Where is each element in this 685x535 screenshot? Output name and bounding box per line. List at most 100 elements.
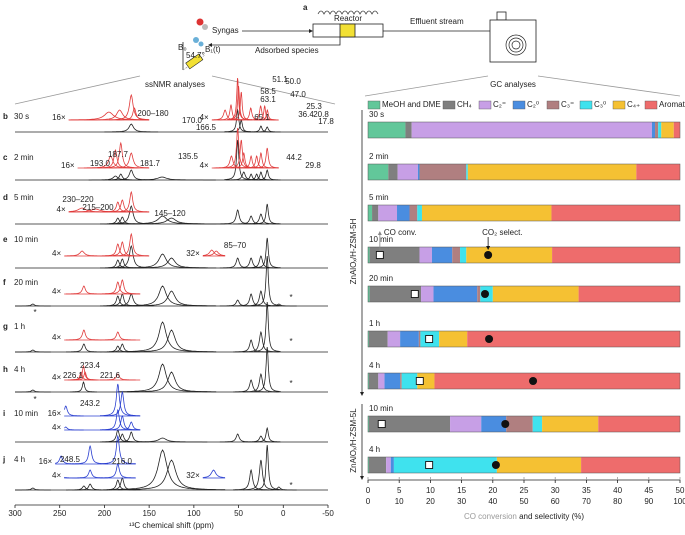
bar-segment — [368, 373, 379, 389]
conversion-marker — [377, 420, 386, 428]
bar-segment — [368, 373, 369, 389]
peak — [108, 449, 217, 490]
legend-swatch — [579, 100, 593, 110]
legend-swatch — [546, 100, 560, 110]
legend-label: CH₄ — [457, 100, 472, 109]
x-tick-label: 100 — [187, 509, 201, 518]
peak — [83, 109, 150, 121]
fan-line — [364, 75, 489, 97]
peak — [104, 415, 141, 431]
bar-segment — [481, 416, 507, 432]
x-tick-label: 100 — [673, 497, 685, 506]
bar-outline — [367, 285, 681, 303]
peak-label: 85–70 — [224, 241, 247, 250]
row-letter: e — [3, 235, 8, 244]
arrowhead — [486, 246, 491, 250]
category-label: 5 min — [369, 193, 389, 202]
peak — [15, 487, 51, 491]
magnification-label: 4× — [200, 161, 209, 170]
row-time: 1 h — [14, 322, 25, 331]
bar-segment — [401, 373, 418, 389]
peak — [64, 250, 109, 257]
peak — [202, 469, 225, 478]
bar-outline — [367, 330, 681, 348]
gc-injector — [496, 11, 507, 21]
magnification-label: 16× — [61, 161, 75, 170]
legend-swatch — [644, 100, 658, 110]
selectivity-marker — [481, 290, 489, 298]
bar-segment — [542, 416, 599, 432]
x2-tick-label: 0 — [366, 486, 371, 495]
category-label: 4 h — [369, 445, 380, 454]
peak — [202, 250, 225, 257]
peak-label: 221.6 — [100, 371, 121, 380]
x-tick-label: 50 — [234, 509, 243, 518]
category-label: 2 min — [369, 152, 389, 161]
peak — [126, 371, 217, 393]
peak-label: 181.7 — [140, 159, 161, 168]
peak — [243, 435, 279, 443]
x-tick-label: 150 — [142, 509, 156, 518]
peak — [126, 290, 217, 307]
row-letter: g — [3, 322, 8, 331]
x2-tick-label: 45 — [644, 486, 653, 495]
bar-outline — [367, 415, 681, 433]
row-time: 4 h — [14, 365, 25, 374]
magnification-label: 32× — [186, 249, 200, 258]
bar-segment — [397, 164, 418, 180]
legend-label: Aromatics — [659, 100, 685, 109]
peak — [117, 437, 208, 443]
peak — [219, 299, 256, 307]
peak — [237, 154, 265, 169]
row-letter: f — [3, 278, 6, 287]
bar-segment — [658, 122, 662, 138]
peak-label: * — [289, 293, 292, 302]
peak — [253, 237, 281, 269]
peak — [233, 215, 269, 225]
bar-segment — [466, 164, 468, 180]
bar-outline — [367, 121, 681, 139]
rotor — [185, 53, 204, 70]
magnification-label: 4× — [52, 287, 61, 296]
molecule-atom — [202, 24, 208, 30]
peak — [104, 293, 141, 307]
peak — [72, 483, 108, 491]
bar-segment — [477, 286, 481, 302]
peak-label: 145–120 — [154, 209, 186, 218]
x2-tick-label: 15 — [457, 486, 466, 495]
annotation: CO₂ select. — [482, 228, 522, 237]
peak-label: 51.1 — [272, 75, 288, 84]
category-label: 10 min — [369, 235, 393, 244]
gc-oven — [489, 19, 537, 63]
peak — [253, 147, 279, 169]
x-tick-label: 80 — [613, 497, 622, 506]
peak — [247, 151, 275, 169]
bar-segment — [636, 164, 680, 180]
arrowhead — [309, 29, 313, 33]
catalyst-bed — [339, 23, 356, 38]
peak-label: 226.1 — [63, 371, 84, 380]
bar-segment — [598, 416, 680, 432]
heater-coil — [317, 10, 379, 15]
conversion-marker — [375, 251, 384, 259]
legend-label: C₂⁼ — [493, 100, 506, 109]
x-axis-label: ¹³C chemical shift (ppm) — [129, 521, 214, 530]
peak — [64, 405, 84, 417]
bar-segment — [673, 122, 680, 138]
peak — [253, 203, 281, 225]
category-label: 30 s — [369, 110, 384, 119]
peak — [126, 329, 217, 353]
bar-segment — [368, 286, 370, 302]
peak — [108, 152, 150, 169]
x-tick-label: 50 — [520, 497, 529, 506]
x-tick-label: 0 — [281, 509, 286, 518]
effluent-label: Effluent stream — [410, 17, 464, 26]
x-tick-label: 300 — [8, 509, 22, 518]
row-time: 10 min — [14, 409, 38, 418]
bar-segment — [368, 457, 387, 473]
peak — [117, 459, 226, 491]
peak — [64, 426, 84, 431]
peak — [113, 232, 150, 257]
peak — [233, 339, 269, 353]
